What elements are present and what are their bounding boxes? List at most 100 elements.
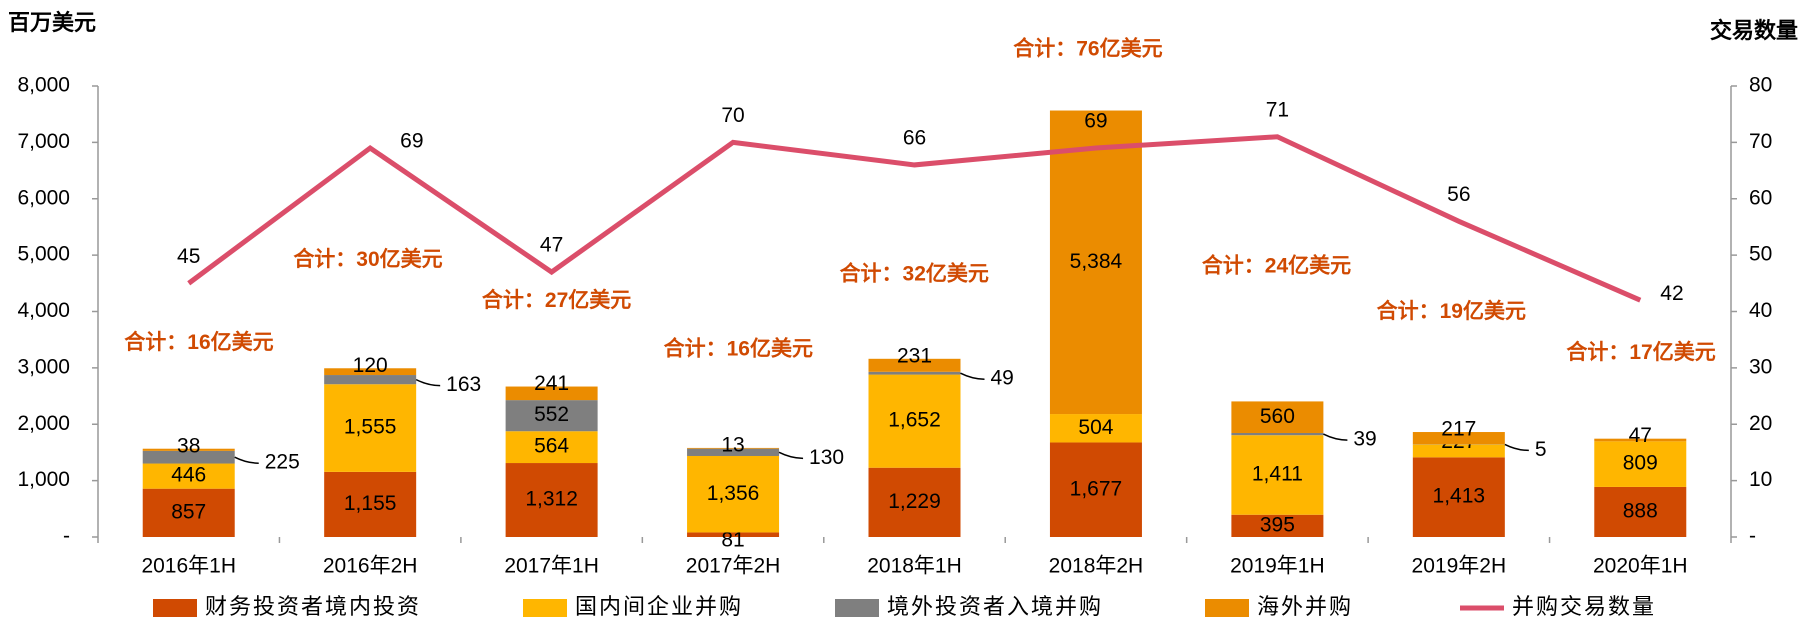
y-axis-title: 百万美元 <box>8 10 96 35</box>
y2-tick-label: 20 <box>1749 412 1772 435</box>
bar-segment <box>687 448 780 456</box>
bar-segment <box>687 447 780 449</box>
y-tick-label: 4,000 <box>17 299 70 322</box>
bar-segment <box>1594 486 1687 537</box>
y2-tick-label: 80 <box>1749 74 1772 97</box>
bar-segment <box>687 455 780 533</box>
y2-tick-label: - <box>1749 525 1756 548</box>
legend-swatch <box>153 599 197 617</box>
total-annotation: 合计：17亿美元 <box>1566 340 1715 364</box>
y2-axis-title: 交易数量 <box>1710 18 1798 43</box>
y2-tick-label: 60 <box>1749 186 1772 209</box>
line-label: 56 <box>1447 183 1470 206</box>
bar-segment <box>505 431 598 464</box>
bar-segment <box>142 463 235 489</box>
x-tick-label: 2018年1H <box>867 555 962 578</box>
value-label: 809 <box>1623 452 1658 475</box>
line-label: 45 <box>177 245 200 268</box>
bar-segment <box>1412 432 1505 445</box>
bar-segment <box>505 463 598 537</box>
value-label: 231 <box>897 344 932 367</box>
line-label: 69 <box>400 130 423 153</box>
value-label: 1,413 <box>1433 485 1486 508</box>
value-label: 47 <box>1629 424 1652 447</box>
value-label: 857 <box>171 500 206 523</box>
total-annotation: 合计：16亿美元 <box>124 330 273 354</box>
bar-segment <box>324 384 417 472</box>
bar-segment <box>505 386 598 401</box>
line-label: 42 <box>1660 282 1683 305</box>
value-label: 49 <box>991 367 1014 390</box>
bar-segment <box>868 371 961 375</box>
value-label: 241 <box>534 372 569 395</box>
legend-label: 财务投资者境内投资 <box>205 594 421 619</box>
bar-segment <box>1049 110 1142 415</box>
total-annotation: 合计：24亿美元 <box>1202 254 1351 278</box>
legend-label: 国内间企业并购 <box>575 594 743 619</box>
value-label: 5 <box>1535 438 1547 461</box>
value-label: 1,555 <box>344 416 397 439</box>
y-tick-label: 5,000 <box>17 243 70 266</box>
legend-label: 海外并购 <box>1257 594 1353 619</box>
line-series <box>187 134 1642 303</box>
x-tick-label: 2018年2H <box>1049 555 1144 578</box>
value-label: 130 <box>809 446 844 469</box>
value-label: 564 <box>534 435 569 458</box>
y-tick-label: 1,000 <box>17 468 70 491</box>
value-label: 13 <box>721 433 744 456</box>
bar-segment <box>505 400 598 432</box>
bar-segment <box>324 471 417 537</box>
value-label: 38 <box>177 434 200 457</box>
value-label: 120 <box>353 354 388 377</box>
value-label: 446 <box>171 464 206 487</box>
x-tick-label: 2017年2H <box>686 555 781 578</box>
value-label: 5,384 <box>1070 250 1123 273</box>
bar-segment <box>1049 442 1142 537</box>
value-label: 395 <box>1260 513 1295 536</box>
value-label: 1,356 <box>707 482 760 505</box>
bar-segment <box>1594 441 1687 487</box>
x-tick-label: 2019年1H <box>1230 555 1325 578</box>
total-annotation: 合计：30亿美元 <box>293 247 442 271</box>
bar-segment <box>1231 432 1324 436</box>
x-tick-label: 2020年1H <box>1593 555 1688 578</box>
value-label: 217 <box>1441 418 1476 441</box>
y-tick-label: - <box>63 525 70 548</box>
legend-swatch <box>523 599 567 617</box>
bar-segment <box>1049 414 1142 443</box>
x-tick-label: 2016年1H <box>141 555 236 578</box>
bar-segment <box>868 467 961 537</box>
value-label: 225 <box>265 451 300 474</box>
leader-line <box>1504 443 1529 452</box>
value-label: 504 <box>1078 416 1113 439</box>
leader-line <box>234 456 259 464</box>
total-annotation: 合计：16亿美元 <box>664 337 813 361</box>
legend-swatch <box>835 599 879 617</box>
y-tick-label: 7,000 <box>17 130 70 153</box>
leader-line <box>778 451 804 460</box>
legend-swatch <box>1205 599 1249 617</box>
value-label: 163 <box>446 373 481 396</box>
legend-label: 境外投资者入境并购 <box>887 594 1103 619</box>
value-label: 1,312 <box>525 488 578 511</box>
total-annotation: 合计：19亿美元 <box>1377 299 1526 323</box>
bar-segment <box>1231 514 1324 537</box>
leader-line <box>960 372 985 380</box>
value-label: 1,229 <box>888 490 941 513</box>
bar-segment <box>1594 438 1687 442</box>
bar-segment <box>687 532 780 537</box>
value-label: 1,155 <box>344 492 397 515</box>
line-label: 47 <box>540 234 563 257</box>
value-label: 552 <box>534 403 569 426</box>
bar-segment <box>142 450 235 464</box>
x-tick-label: 2016年2H <box>323 555 418 578</box>
bar-segment <box>1231 435 1324 515</box>
bar-segment <box>868 374 961 468</box>
bar-segment <box>1412 444 1505 458</box>
y2-tick-label: 30 <box>1749 355 1772 378</box>
value-label: 560 <box>1260 405 1295 428</box>
y2-tick-label: 50 <box>1749 243 1772 266</box>
value-label: 1,652 <box>888 409 941 432</box>
value-label: 81 <box>721 529 744 552</box>
leader-line <box>415 378 441 387</box>
